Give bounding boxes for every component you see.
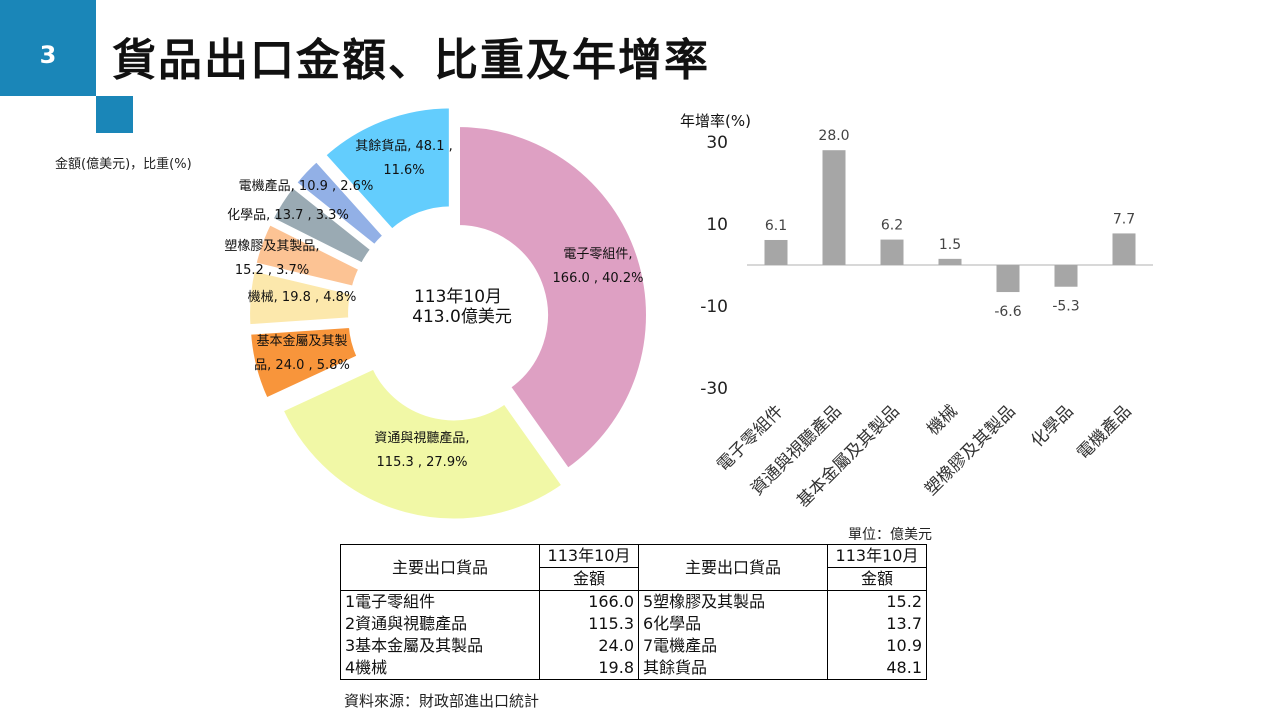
accent-square <box>96 96 133 133</box>
donut-slice <box>251 220 364 291</box>
bar-value-label: 6.1 <box>765 218 787 234</box>
donut-slice <box>246 266 355 329</box>
bar <box>1112 233 1136 265</box>
table-row: 3基本金屬及其製品 24.0 7電機產品 10.9 <box>340 635 927 657</box>
units-note: 單位：億美元 <box>848 527 932 543</box>
donut-chart: 電子零組件, 166.0 , 40.2% 資通與視聽產品, 115.3 , 27.9%… <box>224 104 650 523</box>
bar-category-label: 機械 <box>923 401 961 439</box>
donut-slice <box>292 157 388 250</box>
table-cell-item: 1電子零組件 <box>340 590 540 613</box>
table-cell-item: 3基本金屬及其製品 <box>340 635 540 657</box>
bar-category-label: 化學品 <box>1027 401 1077 451</box>
slide-number: 3 <box>39 41 57 69</box>
bar-value-label: 1.5 <box>939 237 961 253</box>
bar-ytick-label: -30 <box>700 379 728 399</box>
table-header-item-left: 主要出口貨品 <box>340 544 540 591</box>
table-cell-value: 24.0 <box>539 635 639 657</box>
table-cell-item: 2資通與視聽產品 <box>340 613 540 635</box>
table-row: 4機械 19.8 其餘貨品 48.1 <box>340 657 927 680</box>
table-header-amount-left: 金額 <box>539 567 639 591</box>
bar <box>996 265 1020 293</box>
donut-slice <box>278 364 567 523</box>
slide-number-box <box>0 0 96 96</box>
table-header-amount-right: 金額 <box>827 567 927 591</box>
bar-value-label: 6.2 <box>881 218 903 234</box>
charts-canvas: 金額(億美元)，比重(%) 電子零組件, 166.0 , 40.2% 資通與視聽產品… <box>55 104 1153 523</box>
table-cell-value: 19.8 <box>539 657 639 680</box>
table-cell-item: 7電機產品 <box>638 635 828 657</box>
table-cell-value: 13.7 <box>827 613 927 635</box>
table-cell-item: 6化學品 <box>638 613 828 635</box>
bar <box>1054 265 1078 287</box>
growth-bar-chart: 年增率(%)3010-10-306.1電子零組件28.0資通與視聽產品6.2基本… <box>680 112 1153 512</box>
donut-slice <box>246 323 362 403</box>
donut-slice-label: 塑橡膠及其製品, 15.2 , 3.7% <box>224 239 319 278</box>
bar-category-label: 基本金屬及其製品 <box>793 401 903 511</box>
bar-value-label: 28.0 <box>818 128 849 144</box>
bar-value-label: -6.6 <box>994 304 1021 320</box>
donut-slice-label: 電子零組件, 166.0 , 40.2% <box>553 247 644 286</box>
bar-value-label: 7.7 <box>1113 211 1135 227</box>
bar-category-label: 電機產品 <box>1073 401 1135 463</box>
bar <box>880 239 904 265</box>
donut-slice-label: 基本金屬及其製品, 24.0 , 5.8% <box>254 333 350 373</box>
table-header-period-left: 113年10月 <box>539 544 639 568</box>
table-cell-item: 5塑橡膠及其製品 <box>638 590 828 613</box>
bar-ytick-label: -10 <box>700 297 728 317</box>
bar <box>822 150 846 265</box>
table-cell-value: 115.3 <box>539 613 639 635</box>
bar-value-label: -5.3 <box>1052 299 1079 315</box>
table-row: 2資通與視聽產品 115.3 6化學品 13.7 <box>340 613 927 635</box>
table-row: 1電子零組件 166.0 5塑橡膠及其製品 15.2 <box>340 590 927 613</box>
bar-ytick-label: 10 <box>706 215 728 235</box>
donut-slice-label: 化學品, 13.7 , 3.3% <box>227 208 349 223</box>
table-cell-value: 10.9 <box>827 635 927 657</box>
donut-slice <box>456 122 650 473</box>
table-header-period-right: 113年10月 <box>827 544 927 568</box>
table-cell-value: 166.0 <box>539 590 639 613</box>
donut-slice-label: 電機產品, 10.9 , 2.6% <box>239 178 374 194</box>
bar <box>764 239 788 265</box>
donut-center-period: 113年10月 <box>414 287 502 307</box>
source-note: 資料來源：財政部進出口統計 <box>344 692 540 710</box>
bar-ytick-label: 30 <box>706 133 728 153</box>
table-cell-item: 其餘貨品 <box>638 657 828 680</box>
bar <box>938 258 962 265</box>
donut-slice-label: 資通與視聽產品, 115.3 , 27.9% <box>374 430 469 470</box>
donut-slice <box>268 182 376 268</box>
table-cell-item: 4機械 <box>340 657 540 680</box>
donut-slice <box>321 104 453 234</box>
donut-center-total: 413.0億美元 <box>412 307 512 327</box>
bar-ylabel: 年增率(%) <box>680 112 751 130</box>
pie-caption: 金額(億美元)，比重(%) <box>55 156 192 172</box>
donut-slice-label: 機械, 19.8 , 4.8% <box>248 290 357 305</box>
export-goods-table: 主要出口貨品 113年10月 主要出口貨品 113年10月 金額 金額 1電子零… <box>340 544 927 680</box>
donut-slice-label: 其餘貨品, 48.1 , 11.6% <box>355 138 452 178</box>
table-header-item-right: 主要出口貨品 <box>638 544 828 591</box>
table-cell-value: 15.2 <box>827 590 927 613</box>
page-title: 貨品出口金額、比重及年增率 <box>112 35 710 86</box>
table-cell-value: 48.1 <box>827 657 927 680</box>
